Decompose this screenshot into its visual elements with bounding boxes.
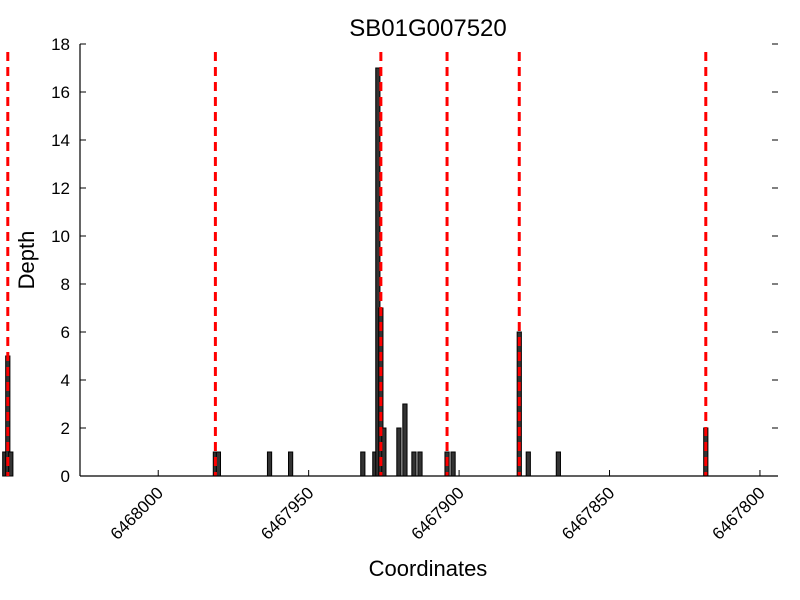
- bar-15: [417, 451, 423, 477]
- y-tick-label-6: 12: [51, 179, 70, 198]
- y-ticks: 0 2 4 6 8 10 12 14 16 18: [51, 35, 778, 486]
- x-ticks: 6468000 6467950 6467900 6467850 6467800: [107, 470, 769, 544]
- bar-14: [411, 451, 417, 477]
- y-tick-label-8: 16: [51, 83, 70, 102]
- x-tick-label-4: 6467800: [709, 483, 769, 543]
- y-tick-label-7: 14: [51, 131, 70, 150]
- bar-19: [525, 451, 531, 477]
- bar-6: [287, 451, 294, 477]
- x-tick-label-0: 6468000: [107, 483, 167, 543]
- y-tick-label-9: 18: [51, 35, 70, 54]
- bar-17: [450, 451, 456, 477]
- bars-layer: [2, 67, 709, 477]
- y-axis-label: Depth: [14, 231, 39, 290]
- x-tick-label-1: 6467950: [257, 483, 317, 543]
- x-axis-label: Coordinates: [369, 556, 488, 581]
- bar-11: [381, 427, 387, 477]
- axes-layer: [79, 44, 778, 477]
- bar-5: [266, 451, 273, 477]
- bar-20: [555, 451, 561, 477]
- x-tick-label-3: 6467850: [558, 483, 618, 543]
- bar-7: [360, 451, 366, 477]
- y-tick-label-4: 8: [61, 275, 70, 294]
- y-tick-label-3: 6: [61, 323, 70, 342]
- y-tick-label-5: 10: [51, 227, 70, 246]
- bar-4: [215, 451, 222, 477]
- y-tick-label-1: 2: [61, 419, 70, 438]
- bar-2: [8, 451, 14, 477]
- x-tick-label-2: 6467900: [408, 483, 468, 543]
- bar-13: [402, 403, 408, 477]
- bar-12: [396, 427, 402, 477]
- chart-title: SB01G007520: [349, 15, 506, 42]
- boundary-layer: [6, 52, 708, 476]
- y-tick-label-2: 4: [61, 371, 70, 390]
- y-tick-label-0: 0: [61, 467, 70, 486]
